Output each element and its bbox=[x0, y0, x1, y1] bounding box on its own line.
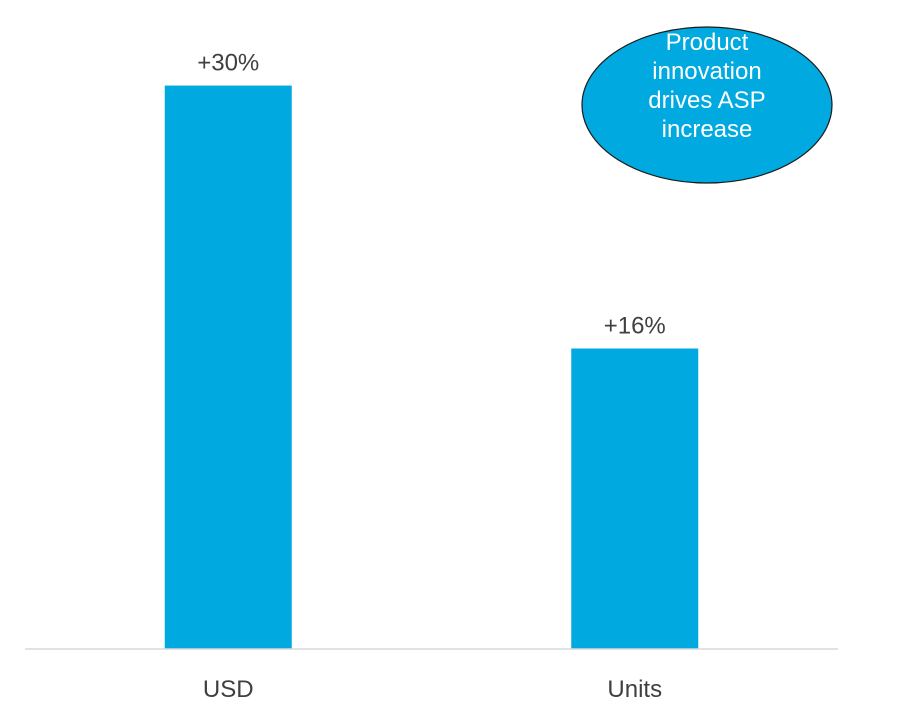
bars-group bbox=[164, 85, 699, 649]
category-label-usd: USD bbox=[203, 676, 254, 701]
callout-text: Product innovation drives ASP increase bbox=[648, 29, 766, 143]
value-label-units: +16% bbox=[604, 313, 666, 340]
value-label-usd: +30% bbox=[197, 50, 259, 77]
category-label-units: Units bbox=[607, 676, 662, 701]
category-labels-group: USD Units bbox=[203, 676, 662, 701]
bar-units bbox=[571, 348, 699, 649]
bar-usd bbox=[164, 85, 292, 649]
callout-ellipse bbox=[581, 26, 833, 184]
value-labels-group: +30% +16% bbox=[197, 50, 666, 340]
